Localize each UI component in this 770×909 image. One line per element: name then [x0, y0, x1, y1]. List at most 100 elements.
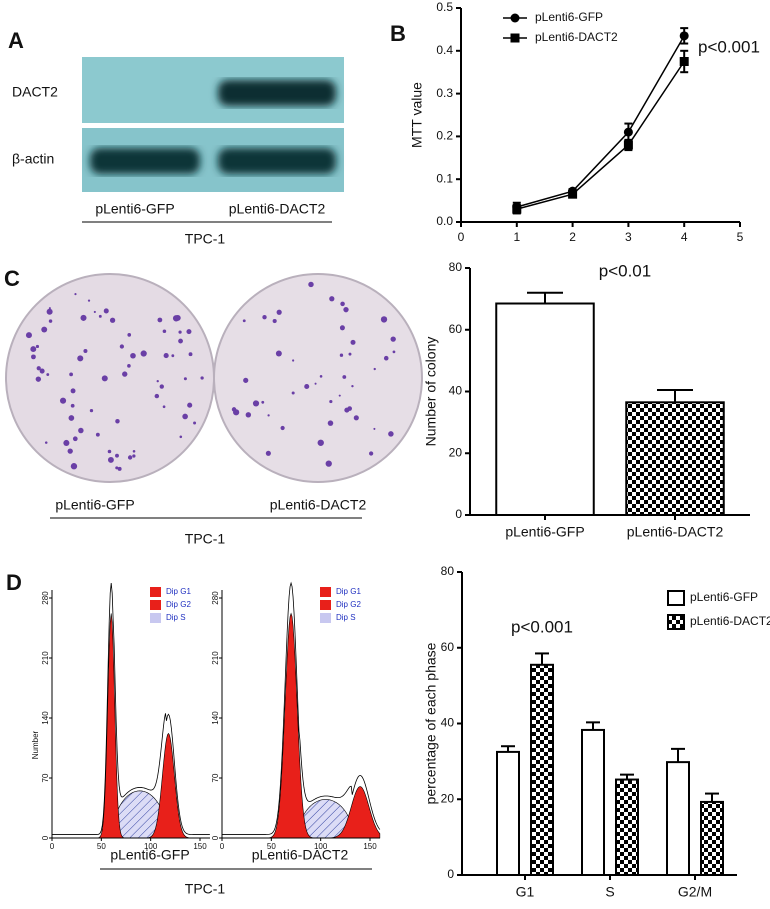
x-tick-label: 3 — [625, 230, 632, 244]
bar — [625, 401, 725, 516]
colony-dot — [373, 427, 376, 430]
colony-dot — [41, 326, 48, 333]
legend-label: Dip S — [336, 613, 356, 622]
colony-dot — [74, 293, 77, 296]
colony-dot — [156, 379, 159, 383]
marker — [623, 127, 633, 137]
bar — [495, 302, 595, 516]
y-tick-label: 210 — [211, 651, 220, 665]
colony-dot — [275, 350, 282, 357]
bar — [530, 663, 554, 877]
lane-label: pLenti6-DACT2 — [229, 201, 326, 217]
legend-label: Dip G1 — [336, 587, 361, 596]
colony-dot — [162, 405, 166, 409]
colony-dot — [392, 350, 396, 354]
marker — [568, 189, 578, 199]
colony-dot — [329, 296, 335, 302]
dish-label: pLenti6-DACT2 — [270, 497, 367, 513]
cell-line-label: TPC-1 — [185, 881, 226, 897]
colony-dot — [373, 367, 376, 371]
colony-dot — [171, 354, 175, 358]
colony-dot — [59, 397, 67, 404]
colony-dot — [388, 431, 394, 437]
blot-band — [218, 80, 336, 106]
cell-line-label: TPC-1 — [185, 531, 226, 547]
colony-dot — [163, 353, 169, 359]
colony-dot — [348, 352, 352, 356]
colony-dot — [276, 309, 282, 315]
y-tick-label: 140 — [211, 711, 220, 725]
legend-label: Dip G2 — [336, 600, 361, 609]
colony-dot — [115, 418, 120, 424]
colony-dot — [115, 466, 119, 470]
colony-dot — [46, 373, 50, 376]
blot-band — [90, 148, 200, 174]
marker — [679, 57, 689, 66]
panel-label: B — [390, 21, 406, 46]
colony-dot — [46, 308, 53, 315]
y-tick-label: 0.1 — [436, 171, 453, 185]
colony-dot — [48, 307, 51, 310]
colony-dot — [252, 400, 260, 407]
y-axis-label: MTT value — [409, 82, 425, 148]
x-tick-label: 50 — [267, 842, 276, 851]
colony-dot — [340, 301, 345, 307]
y-axis-label: Number of colony — [423, 337, 439, 447]
y-tick-label: 0 — [211, 835, 220, 840]
marker — [510, 33, 520, 43]
x-tick-label: G2/M — [678, 884, 712, 900]
colony-dot — [63, 439, 70, 446]
colony-dot — [132, 449, 136, 453]
x-tick-label: 150 — [363, 842, 377, 851]
legend-label: pLenti6-DACT2 — [690, 614, 770, 628]
legend-swatch — [150, 600, 161, 610]
cell-line-label: TPC-1 — [185, 231, 226, 247]
colony-dot — [353, 415, 359, 421]
colony-dot — [35, 344, 40, 349]
colony-dot — [127, 364, 131, 368]
colony-dot — [98, 314, 102, 318]
x-tick-label: S — [605, 884, 614, 900]
colony-dot — [183, 377, 187, 381]
marker — [623, 140, 633, 150]
colony-dot — [350, 339, 356, 345]
bar — [581, 728, 605, 876]
panel-label: A — [8, 28, 24, 53]
colony-dot — [193, 421, 197, 425]
histogram-outline — [222, 581, 381, 835]
colony-dot — [261, 400, 265, 404]
bar — [700, 800, 724, 876]
y-tick-label: 140 — [41, 711, 50, 725]
colony-dot — [182, 413, 188, 420]
marker — [510, 13, 520, 23]
y-tick-label: 70 — [41, 773, 50, 782]
panel-label: C — [4, 266, 20, 291]
colony-dot — [304, 383, 310, 390]
colony-dot — [314, 382, 317, 385]
colony-dot — [339, 353, 344, 357]
annotation: p<0.001 — [511, 617, 573, 636]
annotation: p<0.01 — [599, 261, 651, 280]
x-tick-label: 2 — [569, 230, 576, 244]
colony-dot — [30, 346, 37, 353]
phase-area — [52, 790, 210, 839]
colony-dot — [186, 329, 192, 335]
y-tick-label: 40 — [441, 716, 455, 730]
colony-dot — [107, 449, 112, 454]
y-tick-label: 80 — [441, 564, 455, 578]
colony-dot — [245, 412, 252, 418]
colony-dot — [319, 375, 323, 378]
colony-dot — [280, 425, 285, 431]
colony-dishes — [5, 273, 423, 483]
legend-swatch — [667, 614, 685, 630]
colony-dot — [132, 454, 136, 458]
x-tick-label: 100 — [144, 842, 158, 851]
colony-dot — [338, 394, 341, 397]
x-tick-label: 5 — [737, 230, 744, 244]
colony-dot — [95, 432, 100, 437]
colony-dot — [119, 344, 125, 349]
colony-dot — [351, 384, 354, 388]
legend-label: pLenti6-GFP — [690, 590, 758, 604]
x-tick-label: 0 — [458, 230, 465, 244]
